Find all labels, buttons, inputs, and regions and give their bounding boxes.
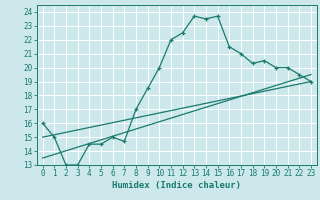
X-axis label: Humidex (Indice chaleur): Humidex (Indice chaleur): [112, 181, 241, 190]
